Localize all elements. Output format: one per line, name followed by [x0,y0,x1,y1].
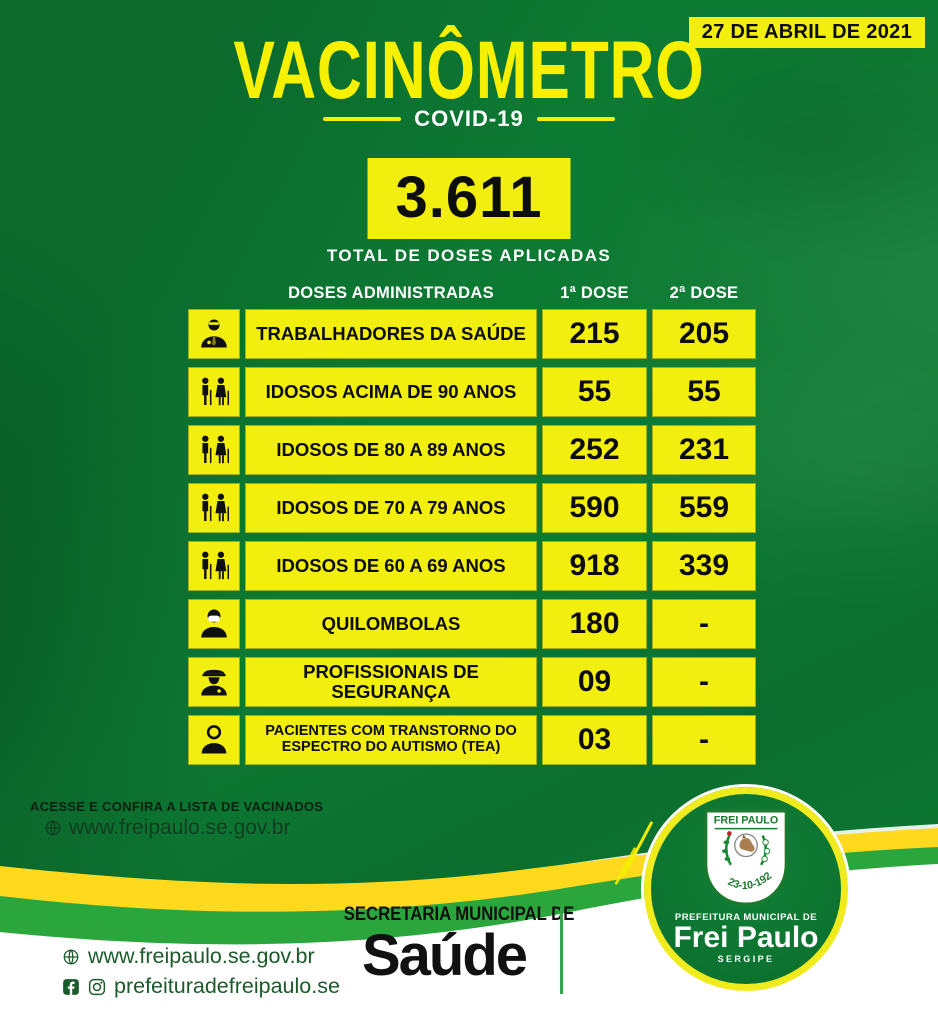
footer-social-row: prefeituradefreipaulo.se [62,974,340,999]
table-row: IDOSOS DE 60 A 69 ANOS 918 339 [188,541,756,591]
row-label: QUILOMBOLAS [245,599,537,649]
table-row: TRABALHADORES DA SAÚDE 215 205 [188,309,756,359]
health-secretary-logo: SECRETARIA MUNICIPAL DE Saúde [328,904,575,988]
row-label: PROFISSIONAIS DE SEGURANÇA [245,657,537,707]
row-dose2-value: - [652,657,756,707]
row-dose2-value: 339 [652,541,756,591]
row-label: IDOSOS DE 80 A 89 ANOS [245,425,537,475]
row-label: PACIENTES COM TRANSTORNO DO ESPECTRO DO … [245,715,537,765]
table-row: PACIENTES COM TRANSTORNO DO ESPECTRO DO … [188,715,756,765]
row-icon-cell [188,715,240,765]
doses-table-body: TRABALHADORES DA SAÚDE 215 205 IDOSOS AC… [188,309,756,765]
access-block: ACESSE E CONFIRA A LISTA DE VACINADOS ww… [30,799,323,840]
city-logo-line1: PREFEITURA MUNICIPAL DE [674,912,818,923]
shield-title: FREI PAULO [714,815,778,827]
poster-title: VACINÔMETRO [233,25,705,116]
row-label: IDOSOS DE 70 A 79 ANOS [245,483,537,533]
footer-social-handle: prefeituradefreipaulo.se [114,974,340,998]
row-dose1-value: 180 [542,599,647,649]
health-worker-icon [201,319,227,348]
total-doses-box: 3.611 [367,158,571,239]
row-icon-cell [188,483,240,533]
facebook-icon [63,978,79,995]
globe-icon [63,948,79,965]
footer-website: www.freipaulo.se.gov.br [88,944,315,968]
row-icon-cell [188,541,240,591]
table-row: QUILOMBOLAS 180 - [188,599,756,649]
masked-person-icon [201,609,227,638]
row-icon-cell [188,309,240,359]
doses-table-header: DOSES ADMINISTRADAS 1ª DOSE 2ª DOSE [188,284,756,303]
access-url: www.freipaulo.se.gov.br [69,816,291,839]
subtitle-rule-left [323,117,402,121]
row-dose1-value: 918 [542,541,647,591]
footer-links: www.freipaulo.se.gov.br prefeituradefrei… [62,944,340,1004]
row-dose1-value: 590 [542,483,647,533]
access-url-row: www.freipaulo.se.gov.br [44,816,323,840]
header-spacer [188,284,240,303]
city-hall-logo: FREI PAULO 23-10-1920 PREFEITURA MUNICIP… [644,787,848,991]
city-coat-of-arms: FREI PAULO 23-10-1920 [699,807,788,906]
footer-website-row: www.freipaulo.se.gov.br [62,944,340,969]
elderly-couple-icon [202,377,229,406]
elderly-couple-icon [202,435,229,464]
header-dose1: 1ª DOSE [560,284,629,302]
city-logo-line2: Frei Paulo [673,921,819,954]
row-dose1-value: 03 [542,715,647,765]
header-dose2: 2ª DOSE [669,284,739,302]
row-icon-cell [188,425,240,475]
row-dose2-value: - [652,715,756,765]
total-doses-label: TOTAL DE DOSES APLICADAS [326,246,612,265]
doses-table: DOSES ADMINISTRADAS 1ª DOSE 2ª DOSE TRAB… [188,284,756,773]
health-secretary-divider [560,908,563,994]
row-dose2-value: 231 [652,425,756,475]
row-dose1-value: 215 [542,309,647,359]
date-badge: 27 DE ABRIL DE 2021 [688,17,925,48]
row-label: TRABALHADORES DA SAÚDE [245,309,537,359]
police-officer-icon [201,669,227,696]
total-doses-value: 3.611 [395,165,543,230]
subtitle-rule-right [536,117,615,121]
health-secretary-line1: SECRETARIA MUNICIPAL DE [343,904,575,925]
row-dose2-value: 205 [652,309,756,359]
table-row: IDOSOS DE 70 A 79 ANOS 590 559 [188,483,756,533]
row-dose1-value: 55 [542,367,647,417]
table-row: PROFISSIONAIS DE SEGURANÇA 09 - [188,657,756,707]
person-icon [201,725,227,754]
instagram-icon [88,978,106,995]
row-dose2-value: - [652,599,756,649]
globe-icon [45,820,61,836]
row-label: IDOSOS ACIMA DE 90 ANOS [245,367,537,417]
table-row: IDOSOS DE 80 A 89 ANOS 252 231 [188,425,756,475]
elderly-couple-icon [202,551,229,580]
subtitle-row: COVID-19 [0,106,938,132]
row-dose1-value: 252 [542,425,647,475]
subtitle: COVID-19 [414,106,524,131]
city-logo-line3: SERGIPE [717,954,775,964]
row-icon-cell [188,367,240,417]
elderly-couple-icon [202,493,229,522]
table-row: IDOSOS ACIMA DE 90 ANOS 55 55 [188,367,756,417]
access-call-to-action: ACESSE E CONFIRA A LISTA DE VACINADOS [30,799,324,814]
row-icon-cell [188,657,240,707]
header-group: DOSES ADMINISTRADAS [288,284,494,302]
row-icon-cell [188,599,240,649]
row-dose1-value: 09 [542,657,647,707]
health-secretary-line2: Saúde [361,923,528,988]
row-label: IDOSOS DE 60 A 69 ANOS [245,541,537,591]
row-dose2-value: 55 [652,367,756,417]
row-dose2-value: 559 [652,483,756,533]
